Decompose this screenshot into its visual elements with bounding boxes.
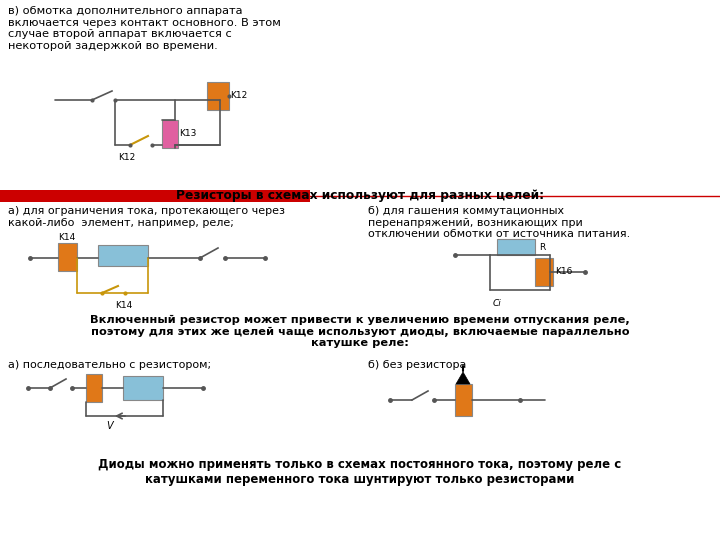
Bar: [0, 190, 310, 202]
Text: K13: K13: [179, 130, 197, 138]
Text: Резисторы в схемах используют для разных целей:: Резисторы в схемах используют для разных…: [176, 190, 544, 202]
Bar: [535, 258, 553, 286]
Text: R: R: [539, 242, 545, 252]
Bar: [497, 239, 535, 255]
Text: а) для ограничения тока, протекающего через
какой-либо  элемент, например, реле;: а) для ограничения тока, протекающего че…: [8, 206, 285, 227]
Bar: [86, 374, 102, 402]
Text: K14: K14: [58, 233, 76, 241]
Text: Ci: Ci: [493, 300, 502, 308]
Text: K16: K16: [555, 267, 572, 276]
Text: K14: K14: [115, 301, 132, 310]
Bar: [162, 120, 178, 148]
Polygon shape: [456, 372, 470, 384]
Bar: [58, 243, 77, 271]
Text: K12: K12: [118, 153, 135, 163]
Text: Включенный резистор может привести к увеличению времени отпускания реле,
поэтому: Включенный резистор может привести к уве…: [90, 315, 630, 348]
Text: а) последовательно с резистором;: а) последовательно с резистором;: [8, 360, 211, 370]
Text: б) без резистора: б) без резистора: [368, 360, 467, 370]
Bar: [98, 245, 148, 266]
Bar: [123, 376, 163, 400]
Text: K12: K12: [230, 91, 247, 100]
Text: V: V: [106, 421, 112, 431]
Text: Диоды можно применять только в схемах постоянного тока, поэтому реле с
катушками: Диоды можно применять только в схемах по…: [99, 458, 621, 486]
Bar: [455, 384, 472, 416]
Text: в) обмотка дополнительного аппарата
включается через контакт основного. В этом
с: в) обмотка дополнительного аппарата вклю…: [8, 6, 281, 51]
Bar: [207, 82, 229, 110]
Text: б) для гашения коммутационных
перенапряжений, возникающих при
отключении обмотки: б) для гашения коммутационных перенапряж…: [368, 206, 630, 239]
